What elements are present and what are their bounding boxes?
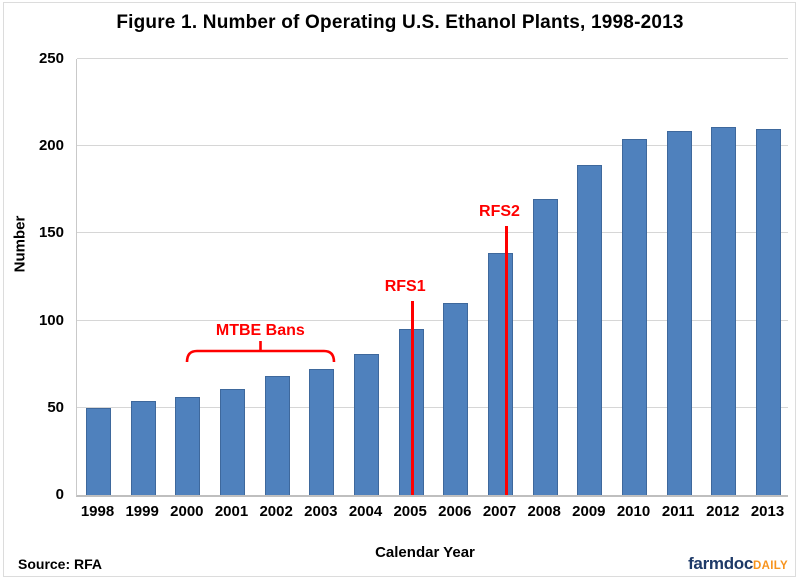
- gridline-250: [77, 58, 788, 59]
- mtbe-bracket-shape: [185, 341, 336, 363]
- y-tick-label-50: 50: [47, 398, 64, 416]
- x-tick-label-2011: 2011: [661, 503, 695, 520]
- gridline-150: [77, 232, 788, 234]
- x-tick-label-2013: 2013: [750, 503, 785, 520]
- gridline-200: [77, 145, 788, 147]
- bar-2004: [354, 354, 379, 495]
- x-tick-label-2002: 2002: [259, 503, 293, 520]
- y-tick-label-150: 150: [38, 224, 64, 242]
- bar-2000: [175, 397, 201, 495]
- x-tick-label-2001: 2001: [214, 503, 249, 520]
- bar-1998: [86, 408, 111, 495]
- x-tick-label-2003: 2003: [304, 503, 338, 520]
- y-tick-label-0: 0: [55, 486, 64, 503]
- gridline-100: [77, 319, 788, 321]
- y-tick-label-250: 250: [38, 50, 64, 67]
- gridline-50: [77, 406, 788, 408]
- bar-2012: [711, 127, 737, 495]
- source-note: Source: RFA: [18, 556, 103, 572]
- logo-daily-text: DAILY: [753, 560, 788, 572]
- logo-farmdoc-text: farmdoc: [688, 554, 754, 573]
- farmdoc-daily-logo: farmdocDAILY: [688, 554, 788, 574]
- bar-2003: [309, 369, 335, 495]
- x-tick-label-2009: 2009: [572, 503, 606, 520]
- x-tick-label-2012: 2012: [706, 503, 740, 520]
- x-tick-label-2010: 2010: [616, 503, 651, 520]
- rfs1-line: [410, 301, 414, 495]
- x-tick-label-2006: 2006: [438, 503, 472, 520]
- x-tick-label-1999: 1999: [125, 503, 159, 520]
- bar-2002: [264, 376, 290, 495]
- x-tick-label-1998: 1998: [80, 503, 115, 520]
- y-tick-label-100: 100: [38, 311, 64, 329]
- plot-area: [76, 58, 788, 497]
- mtbe-bracket: [184, 340, 337, 365]
- bar-2011: [666, 131, 692, 495]
- bar-2006: [443, 303, 469, 495]
- mtbe-label: MTBE Bans: [215, 322, 305, 339]
- x-tick-label-2004: 2004: [348, 503, 383, 520]
- bar-2008: [532, 199, 558, 495]
- x-tick-label-2000: 2000: [170, 503, 204, 520]
- x-tick-label-2005: 2005: [393, 503, 427, 520]
- x-axis-title: Calendar Year: [375, 544, 475, 561]
- x-tick-label-2008: 2008: [527, 503, 561, 520]
- bar-2013: [756, 129, 781, 495]
- bar-1999: [130, 401, 156, 495]
- x-tick-label-2007: 2007: [482, 503, 517, 520]
- rfs2-label: RFS2: [479, 203, 520, 221]
- chart-title: Figure 1. Number of Operating U.S. Ethan…: [116, 12, 684, 33]
- rfs1-label: RFS1: [384, 278, 426, 296]
- bar-2007: [488, 253, 513, 495]
- bar-2001: [220, 389, 245, 495]
- bar-2009: [577, 165, 603, 495]
- bar-2010: [622, 139, 647, 495]
- y-tick-label-200: 200: [38, 137, 64, 155]
- rfs2-line: [505, 226, 508, 495]
